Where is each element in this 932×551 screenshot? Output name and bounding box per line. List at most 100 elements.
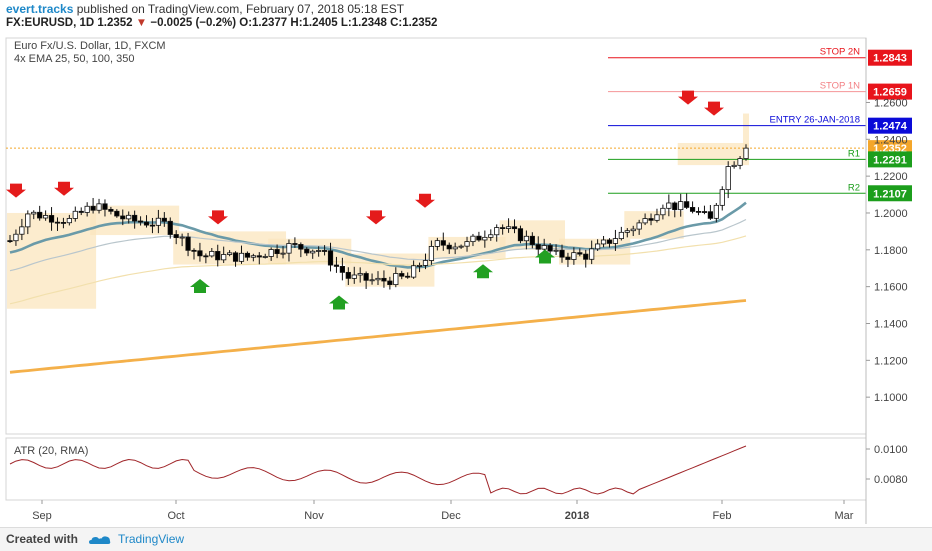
price-label-box [868,49,912,66]
tradingview-cloud-icon [89,536,111,544]
down-arrow-icon [704,101,724,116]
symbol-line: FX:EURUSD, 1D 1.2352 ▼ −0.0025 (−0.2%) O… [6,17,437,29]
price-label-box [868,83,912,100]
candle-body [387,280,393,286]
atr-pane [9,445,747,495]
candle-body [393,273,399,286]
x-tick-label: Feb [713,510,732,522]
candle-body [262,256,268,258]
candle-body [541,245,547,250]
price-label-box [868,185,912,202]
y-tick-label: 1.2000 [874,208,908,220]
candle-body [375,277,381,281]
candle-body [286,243,292,254]
candle-body [60,222,67,224]
candle-body [547,245,553,252]
candle-body [84,205,90,213]
up-arrow-icon [535,249,555,264]
axes: 1.2600 1.2400 1.2200 1.2000 1.1800 1.1600 1.14… [32,38,908,524]
ema-50-line [9,218,747,272]
x-tick-label: Dec [441,510,461,522]
candle-body [227,252,233,255]
atr-title: ATR (20, RMA) [14,445,88,457]
level-name: R2 [848,182,860,193]
price-label-text: 1.2474 [873,121,908,133]
y-tick-label: 1.1400 [874,318,908,330]
candle-body [731,164,737,167]
candle-body [624,230,630,233]
candle-body [197,250,203,257]
up-arrow-icon [329,295,349,310]
down-arrow-icon [366,210,386,225]
candle-body [66,218,72,224]
candle-body [274,249,280,255]
candle-body [345,271,351,279]
candle-body [672,202,678,211]
tradingview-brand-link[interactable]: TradingView [118,532,185,546]
symbol: FX:EURUSD, 1D [6,17,95,29]
up-arrow-icon [473,264,493,279]
price-label-box [868,117,912,134]
price-label-box [868,151,912,168]
ohlc-values: O:1.2377 H:1.2405 L:1.2348 C:1.2352 [239,17,438,29]
level-name: R1 [848,148,860,159]
candle-body [90,205,96,211]
candle-body [7,240,13,243]
candle-body [155,217,161,226]
candle-body [244,252,251,258]
candle-body [298,244,304,250]
y-tick-label: 1.2600 [874,97,908,109]
candle-body [25,213,31,228]
candle-body [476,235,482,241]
up-arrow-icon [190,278,210,293]
footer: Created with TradingView [0,527,932,551]
candle-body [268,249,274,257]
y-tick-label: 1.2400 [874,134,908,146]
down-arrow-icon [678,90,698,105]
y-tick-label: 1.1800 [874,245,908,257]
candle-body [78,210,84,213]
zone-rect [559,238,631,265]
price-label-text: 1.2107 [873,188,907,200]
ema-100-line [9,235,747,305]
candle-body [173,234,179,239]
publisher-link[interactable]: evert.tracks [6,2,74,16]
candle-body [517,228,524,242]
candle-body [535,244,541,250]
candle-body [565,256,571,260]
candle-body [363,273,369,281]
candle-body [571,252,577,260]
candle-body [399,273,405,277]
candle-body [648,218,654,221]
candle-body [48,215,55,223]
candle-body [54,221,61,224]
candle-body [470,235,476,243]
candle-body [31,211,37,215]
candle-body [185,236,191,251]
candle-body [618,231,624,240]
candle-body [102,203,108,210]
price-label-text: 1.2291 [873,154,907,166]
level-name: STOP 1N [820,81,860,92]
candle-body [108,208,114,212]
down-triangle-icon: ▼ [135,17,148,29]
candle-body [713,204,719,219]
candle-body [215,251,221,261]
candle-body [126,214,132,220]
candle-body [209,251,215,257]
candle-body [654,214,660,221]
candle-body [149,224,156,227]
candle-body [143,221,150,226]
candle-body [137,220,144,223]
candle-body [221,254,227,261]
candle-body [660,207,666,216]
price-chart[interactable]: STOP 2N 1.2843 STOP 1N 1.2659 ENTRY 26-JAN-2… [0,34,932,527]
created-with-text: Created with [6,532,79,546]
candle-body [511,226,518,230]
ema-lines [9,201,747,374]
candle-body [482,236,488,241]
x-tick-label: Mar [835,510,854,522]
candle-body [13,233,19,242]
grid [5,37,867,501]
candle-body [589,248,595,260]
